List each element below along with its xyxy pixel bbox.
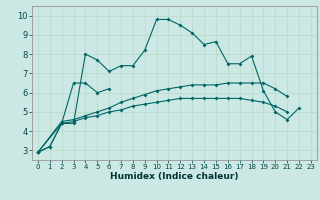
X-axis label: Humidex (Indice chaleur): Humidex (Indice chaleur)	[110, 172, 239, 181]
